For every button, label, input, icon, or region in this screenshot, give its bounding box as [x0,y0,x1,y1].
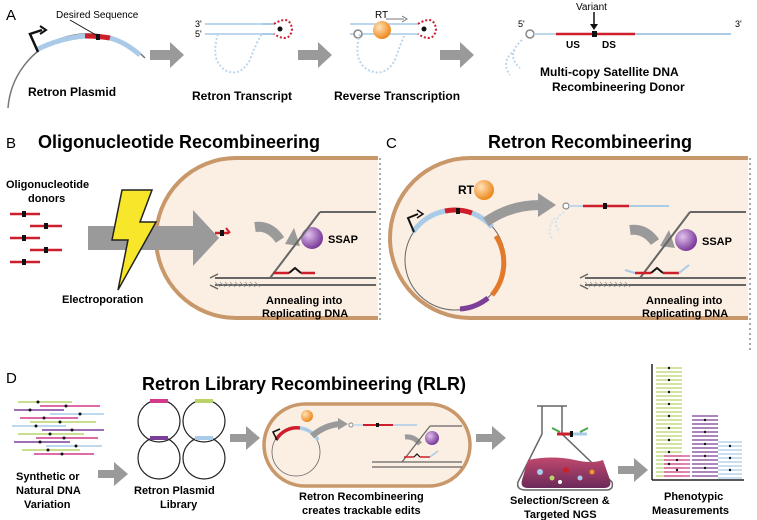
electroporation-label: Electroporation [62,294,144,306]
satellite-dna-c [548,202,669,241]
edits-label-line2: creates trackable edits [302,505,421,517]
panel-c-title: Retron Recombineering [488,132,692,152]
us-label: US [566,40,580,51]
rt-enzyme-c [474,180,494,200]
satellite-dna-diagram: 5' 3' [505,12,742,76]
retron-plasmid-diagram [7,19,146,109]
selection-label-line1: Selection/Screen & [510,495,610,507]
retron-plasmid-label: Retron Plasmid [28,85,116,99]
panel-a-letter: A [6,7,16,24]
ssap-label-c: SSAP [702,236,732,248]
dna-variation-lines [12,400,104,456]
flask-icon [516,405,614,491]
panel-d-title: Retron Library Recombineering (RLR) [142,374,466,394]
transcript-3prime: 3' [195,19,202,29]
variation-label-line3: Variation [24,499,71,511]
donor-label-line1: Multi-copy Satellite DNA [540,65,679,79]
variation-label-line1: Synthetic or [16,471,80,483]
library-label-line2: Library [160,499,198,511]
rt-label-a: RT [375,10,388,21]
arrow-d4 [618,458,648,482]
arrow-a2 [298,42,332,68]
selection-label-line2: Targeted NGS [524,509,597,520]
rt-arrowhead-c [538,193,556,217]
transcript-5prime: 5' [195,29,202,39]
desired-sequence-label: Desired Sequence [56,10,139,21]
variation-label-line2: Natural DNA [16,485,81,497]
mini-cell [262,402,472,488]
edits-label-line1: Retron Recombineering [299,491,424,503]
donors-label-line1: Oligonucleotide [6,179,89,191]
phenotypic-label-line1: Phenotypic [664,491,723,503]
retron-plasmid-c [404,207,507,312]
arrow-d2 [230,426,260,450]
phenotype-bars [651,364,744,481]
library-label-line1: Retron Plasmid [134,485,215,497]
ssap-label-b: SSAP [328,234,358,246]
donor-label-line2: Recombineering Donor [552,80,685,94]
annealing-label-b-line2: Replicating DNA [262,308,348,320]
panel-d-letter: D [6,370,17,387]
annealing-label-c-line1: Annealing into [646,295,723,307]
retron-transcript-label: Retron Transcript [192,89,292,103]
plasmid-library [137,399,226,480]
arrow-d3 [476,426,506,450]
donor-5prime: 5' [518,19,525,29]
panel-b-title: Oligonucleotide Recombineering [38,132,320,152]
retron-transcript-diagram: 3' 5' [195,19,294,74]
arrow-a1 [150,42,184,68]
reverse-transcription-diagram [350,15,438,74]
electroporation-arrow [88,210,219,266]
annealing-label-c-line2: Replicating DNA [642,308,728,320]
panel-c-letter: C [386,135,397,152]
ds-label: DS [602,40,616,51]
annealing-label-b-line1: Annealing into [266,295,343,307]
variant-label: Variant [576,2,607,13]
donor-3prime: 3' [735,19,742,29]
donors-label-line2: donors [28,193,65,205]
panel-b-letter: B [6,135,16,152]
replication-fork-c [579,211,746,290]
arrow-a3 [440,42,474,68]
rt-arrow-c [483,200,541,227]
reverse-transcription-label: Reverse Transcription [334,89,460,103]
lightning-bolt-icon [111,189,158,291]
phenotypic-label-line2: Measurements [652,505,729,517]
rt-label-c: RT [458,183,475,197]
oligo-donors [10,211,62,265]
replication-fork-b [209,211,376,290]
arrow-d1 [98,462,128,486]
